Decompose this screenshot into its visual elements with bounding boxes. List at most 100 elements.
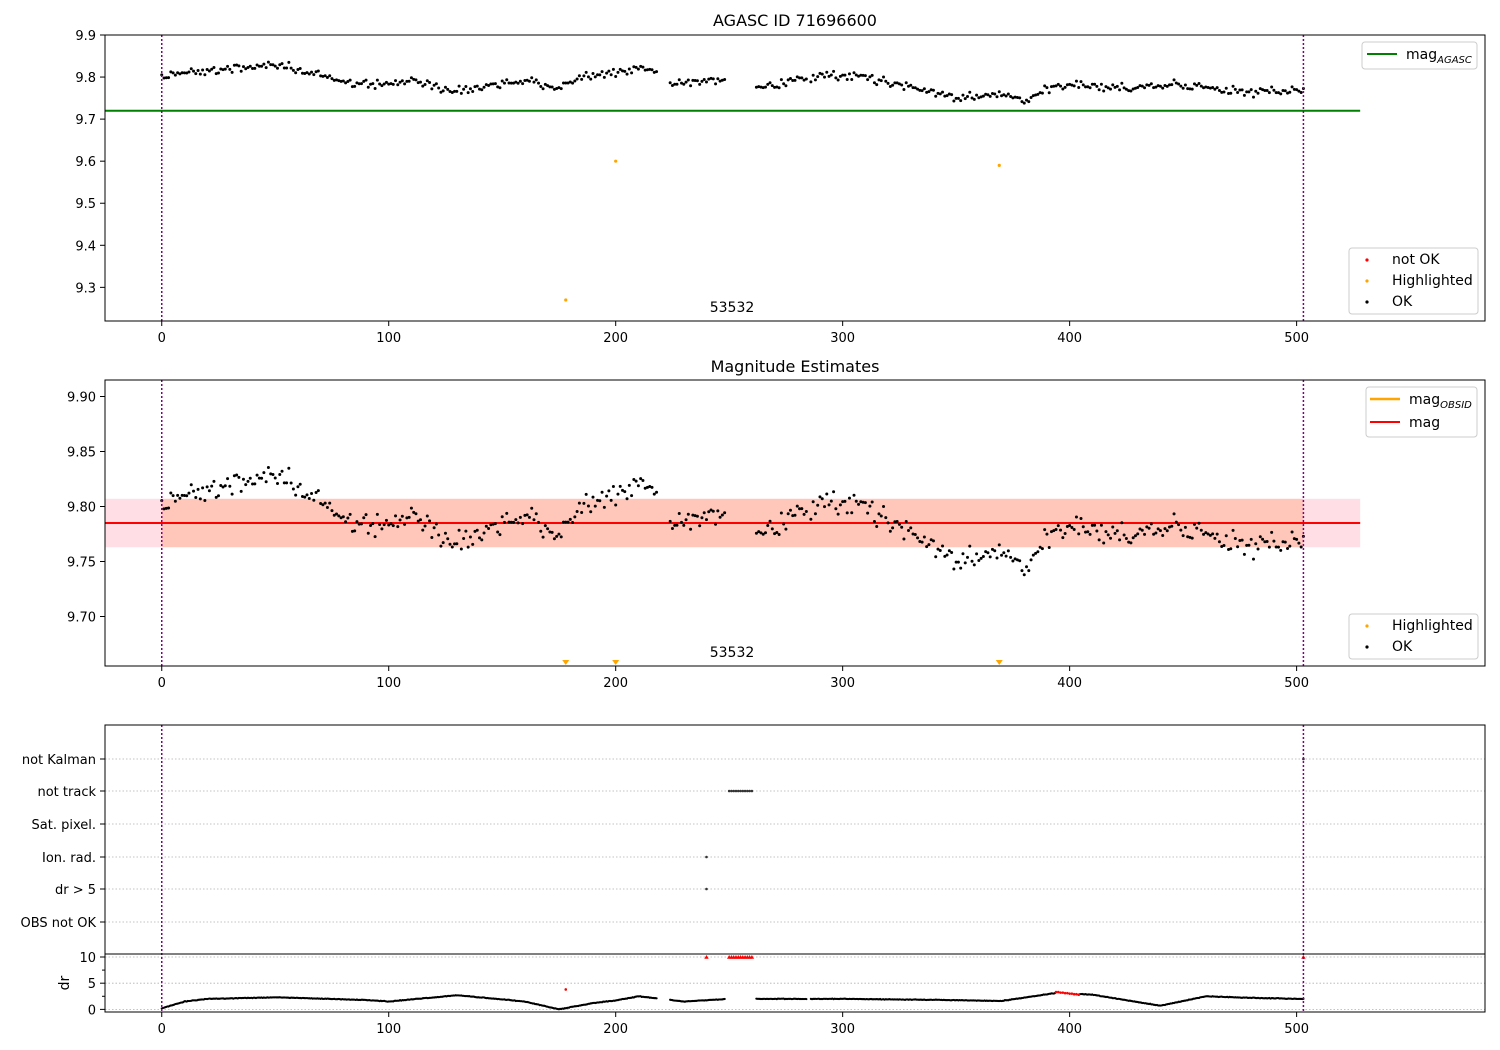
ok-point	[677, 512, 681, 516]
ok-point	[1006, 92, 1010, 96]
ok-point	[391, 524, 395, 528]
ok-point	[1056, 82, 1060, 86]
ok-point	[950, 551, 954, 555]
ok-point	[875, 524, 879, 528]
ok-point	[775, 531, 779, 535]
ok-point	[373, 535, 377, 539]
ok-point	[820, 72, 824, 76]
ok-point	[723, 511, 727, 515]
ok-point	[1009, 95, 1013, 99]
ok-point	[207, 69, 211, 73]
ok-point	[198, 72, 202, 76]
ok-point	[328, 501, 332, 505]
ok-point	[473, 85, 477, 89]
ok-point	[1188, 87, 1192, 91]
ok-point	[779, 511, 783, 515]
ok-point	[453, 89, 457, 93]
ok-point	[305, 493, 309, 497]
ok-point	[673, 82, 677, 86]
ok-point	[432, 83, 436, 87]
ok-point	[348, 512, 352, 516]
flag-point	[748, 789, 751, 793]
ok-point	[239, 69, 243, 73]
ok-point	[589, 510, 593, 514]
ok-point	[1133, 534, 1137, 538]
highlighted-points	[564, 159, 1001, 302]
ok-point	[711, 509, 715, 513]
ok-point	[1115, 529, 1119, 533]
ok-point	[398, 518, 402, 522]
ok-point	[505, 511, 509, 515]
ok-point	[1011, 96, 1015, 100]
ok-point	[523, 78, 527, 82]
ok-point	[498, 533, 502, 537]
ok-point	[266, 60, 270, 64]
y-tick-label: 9.8	[75, 71, 96, 86]
dr-not-ok-point	[1072, 992, 1076, 996]
ok-point	[457, 84, 461, 88]
ok-point	[443, 531, 447, 535]
flag-point	[743, 789, 747, 793]
ok-point	[1086, 85, 1090, 89]
ok-point	[884, 516, 888, 520]
ok-point	[509, 520, 513, 524]
ok-point	[1208, 86, 1212, 90]
ok-point	[922, 535, 926, 539]
ok-point	[1081, 525, 1085, 529]
legend-ok-label: OK	[1392, 294, 1413, 310]
ok-point	[693, 514, 697, 518]
ok-point	[809, 517, 813, 521]
ok-point	[239, 489, 243, 493]
ok-point	[1215, 86, 1219, 90]
ok-point	[325, 75, 329, 79]
dr-tick-label: 10	[79, 951, 96, 966]
ok-point	[382, 523, 386, 527]
ok-point	[434, 82, 438, 86]
ok-point	[1093, 523, 1097, 527]
ok-point	[1113, 85, 1117, 89]
ok-point	[941, 544, 945, 548]
ok-point	[795, 504, 799, 508]
ok-point	[1204, 531, 1208, 535]
ok-point	[375, 78, 379, 82]
ok-point	[970, 96, 974, 100]
ok-point	[843, 73, 847, 77]
ok-point	[509, 81, 513, 85]
ok-point	[537, 520, 541, 524]
ok-point	[530, 506, 534, 510]
ok-point	[868, 75, 872, 79]
ok-point	[702, 77, 706, 81]
ok-point	[961, 552, 965, 556]
ok-point	[450, 545, 454, 549]
ok-point	[1197, 521, 1201, 525]
ok-point	[1025, 98, 1029, 102]
ok-point	[412, 510, 416, 514]
ok-point	[1034, 551, 1038, 555]
ok-point	[1013, 557, 1017, 561]
ok-point	[975, 93, 979, 97]
ok-point	[825, 70, 829, 74]
ok-point	[1043, 84, 1047, 88]
ok-point	[1217, 89, 1221, 93]
ok-point	[577, 501, 581, 505]
ok-point	[1256, 91, 1260, 95]
ok-point	[891, 83, 895, 87]
ok-point	[670, 83, 674, 87]
ok-point	[1097, 88, 1101, 92]
ok-point	[813, 512, 817, 516]
ok-point	[573, 79, 577, 83]
ok-point	[963, 97, 967, 101]
ok-point	[1265, 540, 1269, 544]
ok-point	[841, 500, 845, 504]
ok-point	[614, 503, 618, 507]
ok-point	[255, 473, 259, 477]
ok-point	[1254, 542, 1258, 546]
ok-point	[670, 526, 674, 530]
ok-point	[1186, 535, 1190, 539]
ok-point	[941, 90, 945, 94]
ok-point	[357, 82, 361, 86]
ok-point	[600, 70, 604, 74]
ok-point	[977, 558, 981, 562]
highlighted-markers	[562, 660, 1003, 665]
ok-point	[704, 518, 708, 522]
